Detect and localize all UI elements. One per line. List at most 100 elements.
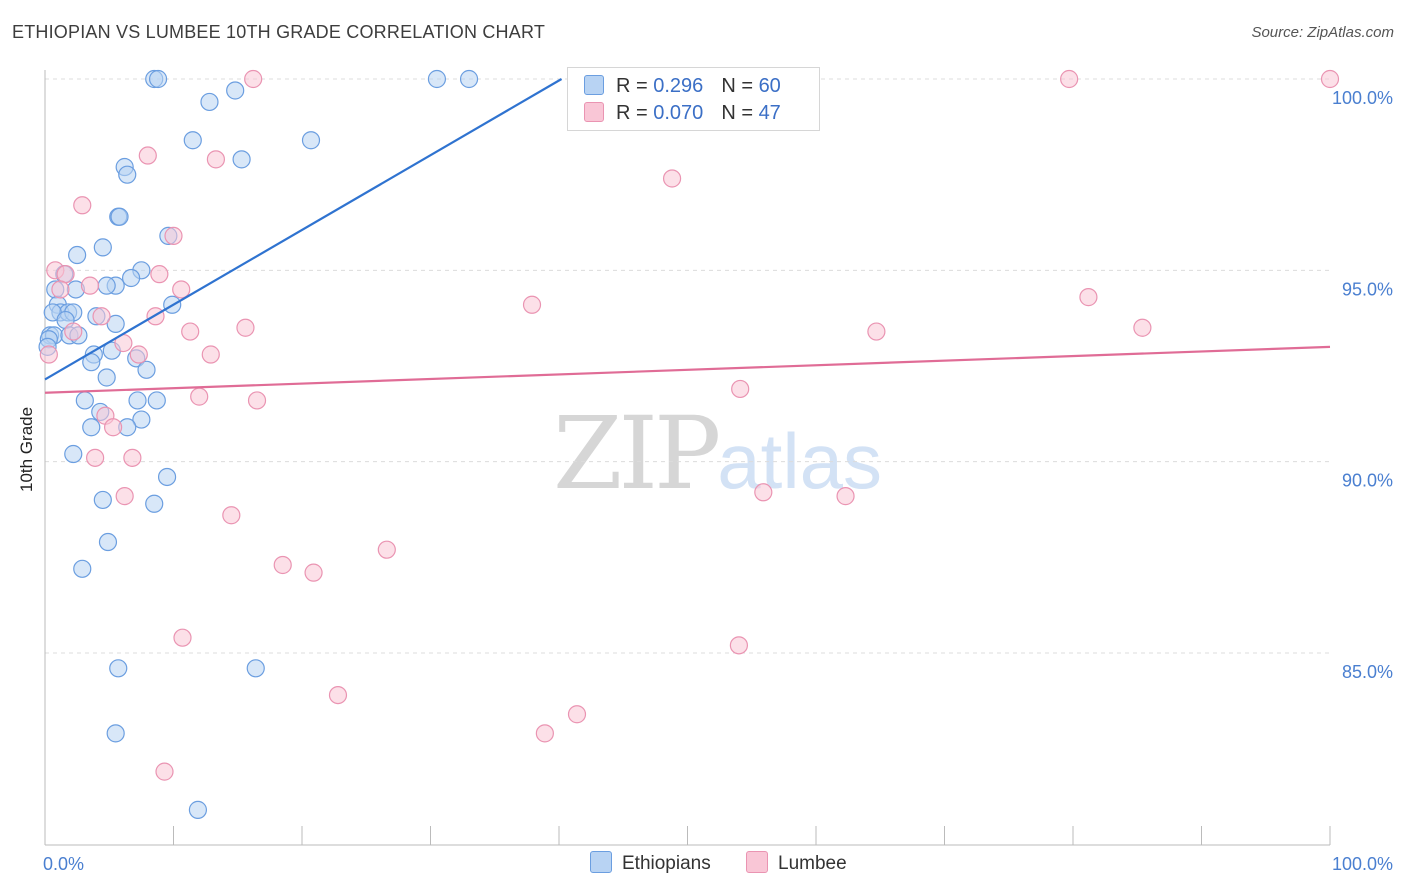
tick-labels: 85.0% 90.0% 95.0% 100.0% 0.0% 100.0% (43, 88, 1393, 874)
data-point (104, 418, 123, 437)
trend-lines (44, 78, 1331, 394)
data-point (115, 487, 134, 506)
data-point (172, 280, 191, 299)
ethiopians-trend-line (44, 78, 563, 381)
data-point (92, 307, 111, 326)
data-point (128, 391, 147, 410)
data-point (98, 532, 118, 552)
data-point (754, 483, 773, 502)
legend-row-ethiopians: R = 0.296 N = 60 (584, 75, 781, 99)
lumbee-r-label: R = (616, 102, 648, 124)
data-point (73, 196, 92, 215)
data-point (129, 345, 148, 364)
lumbee-swatch (584, 102, 604, 122)
x-tick-label: 100.0% (1332, 854, 1393, 874)
data-point (200, 92, 219, 112)
data-point (137, 360, 156, 379)
data-point (244, 69, 263, 89)
data-point (273, 555, 292, 575)
source-credit: Source: ZipAtlas.com (1251, 24, 1394, 41)
data-point (56, 265, 75, 284)
lumbee-r-value: 0.070 (653, 102, 704, 124)
y-tick-label: 100.0% (1332, 88, 1393, 108)
data-point (118, 165, 137, 184)
data-point (80, 276, 100, 295)
lumbee-n-label: N = (721, 102, 753, 124)
ethiopians-r-label: R = (616, 75, 648, 97)
data-point (246, 659, 265, 678)
axes (44, 70, 1331, 846)
data-point (132, 410, 151, 429)
data-point (173, 628, 192, 647)
data-point (304, 563, 323, 582)
data-point (109, 659, 128, 678)
data-point (459, 69, 479, 89)
data-point (148, 69, 168, 89)
data-point (836, 487, 855, 506)
data-point (64, 444, 83, 464)
correlation-legend: R = 0.296 N = 60 R = 0.070 N = 47 (567, 67, 820, 131)
data-point (121, 268, 141, 288)
data-point (232, 150, 251, 169)
data-point (155, 762, 174, 781)
data-point (138, 146, 157, 165)
data-point (75, 391, 94, 410)
data-point (522, 295, 542, 314)
legend-row-lumbee: R = 0.070 N = 47 (584, 102, 781, 126)
data-point (206, 150, 226, 169)
data-point (377, 540, 396, 559)
ethiopians-legend-label: Ethiopians (622, 853, 711, 874)
data-point (1079, 288, 1098, 307)
data-point (190, 387, 209, 406)
chart-title: ETHIOPIAN VS LUMBEE 10TH GRADE CORRELATI… (12, 22, 546, 42)
x-tick-label: 0.0% (43, 854, 84, 874)
data-point (110, 207, 129, 226)
data-point (97, 368, 116, 387)
data-point (123, 448, 142, 467)
data-point (729, 636, 749, 655)
data-point (164, 226, 183, 245)
data-point (147, 391, 166, 410)
data-point (731, 379, 750, 399)
data-point (328, 685, 348, 705)
data-point (236, 318, 255, 337)
watermark-zip: ZIP (553, 395, 721, 512)
legend-item-lumbee[interactable]: Lumbee (746, 851, 847, 875)
watermark-atlas: atlas (717, 417, 883, 505)
legend-item-ethiopians[interactable]: Ethiopians (590, 851, 711, 875)
data-point (662, 169, 682, 188)
data-point (301, 131, 321, 150)
lumbee-legend-label: Lumbee (778, 853, 847, 874)
ethiopians-points (38, 69, 479, 819)
data-point (150, 265, 169, 284)
data-point (97, 276, 116, 295)
data-point (181, 322, 200, 341)
data-point (106, 724, 125, 743)
data-point (93, 238, 112, 257)
lumbee-n-value: 47 (758, 102, 781, 124)
data-point (427, 69, 447, 89)
data-point (93, 490, 112, 510)
ethiopians-r-value: 0.296 (653, 75, 704, 97)
data-point (183, 131, 202, 150)
data-point (68, 245, 87, 265)
data-point (106, 314, 125, 334)
data-point (157, 467, 177, 487)
data-point (201, 345, 220, 364)
lumbee-points (39, 69, 1340, 781)
watermark: ZIPatlas (553, 395, 882, 512)
ethiopians-n-value: 60 (758, 75, 781, 97)
data-point (188, 800, 208, 819)
lumbee-legend-swatch (746, 851, 768, 873)
data-point (1320, 69, 1340, 89)
data-point (1133, 318, 1152, 337)
data-point (82, 418, 101, 437)
lumbee-trend-line (44, 345, 1331, 394)
data-point (226, 81, 245, 100)
data-point (867, 322, 886, 341)
y-tick-label: 90.0% (1342, 471, 1393, 491)
data-point (535, 724, 554, 743)
y-tick-label: 85.0% (1342, 662, 1393, 682)
ethiopians-legend-swatch (590, 851, 612, 873)
